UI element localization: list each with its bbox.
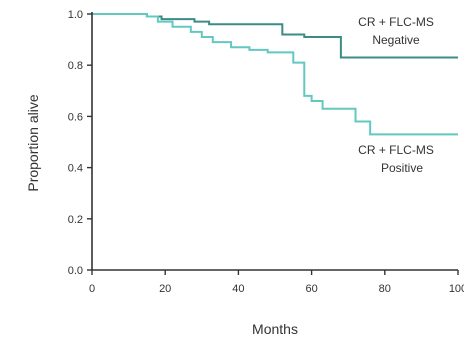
y-tick-label: 0.8: [68, 60, 83, 72]
x-tick-label: 0: [89, 283, 95, 295]
tick-labels: 0.0 0.2 0.4 0.6 0.8 1.0 0 20 40 60 80 100: [68, 9, 464, 295]
x-axis-title: Months: [252, 321, 298, 337]
y-tick-label: 0.0: [68, 265, 83, 277]
series-lines: [92, 13, 458, 136]
x-tick-label: 100: [449, 283, 464, 295]
positive-survival-curve: [92, 13, 458, 136]
y-tick-label: 0.2: [68, 214, 83, 226]
x-tick-label: 60: [305, 283, 317, 295]
x-tick-label: 80: [379, 283, 391, 295]
x-tick-label: 20: [159, 283, 171, 295]
positive-series-label-line1: CR + FLC-MS: [358, 143, 434, 157]
x-tick-label: 40: [232, 283, 244, 295]
negative-series-label-line1: CR + FLC-MS: [358, 15, 434, 29]
y-tick-label: 0.6: [68, 111, 83, 123]
negative-series-label-line2: Negative: [372, 33, 420, 47]
y-tick-label: 0.4: [68, 163, 83, 175]
y-tick-label: 1.0: [68, 9, 83, 21]
axes: [87, 12, 459, 275]
y-axis-title: Proportion alive: [25, 94, 41, 191]
positive-series-label-line2: Positive: [381, 161, 423, 175]
